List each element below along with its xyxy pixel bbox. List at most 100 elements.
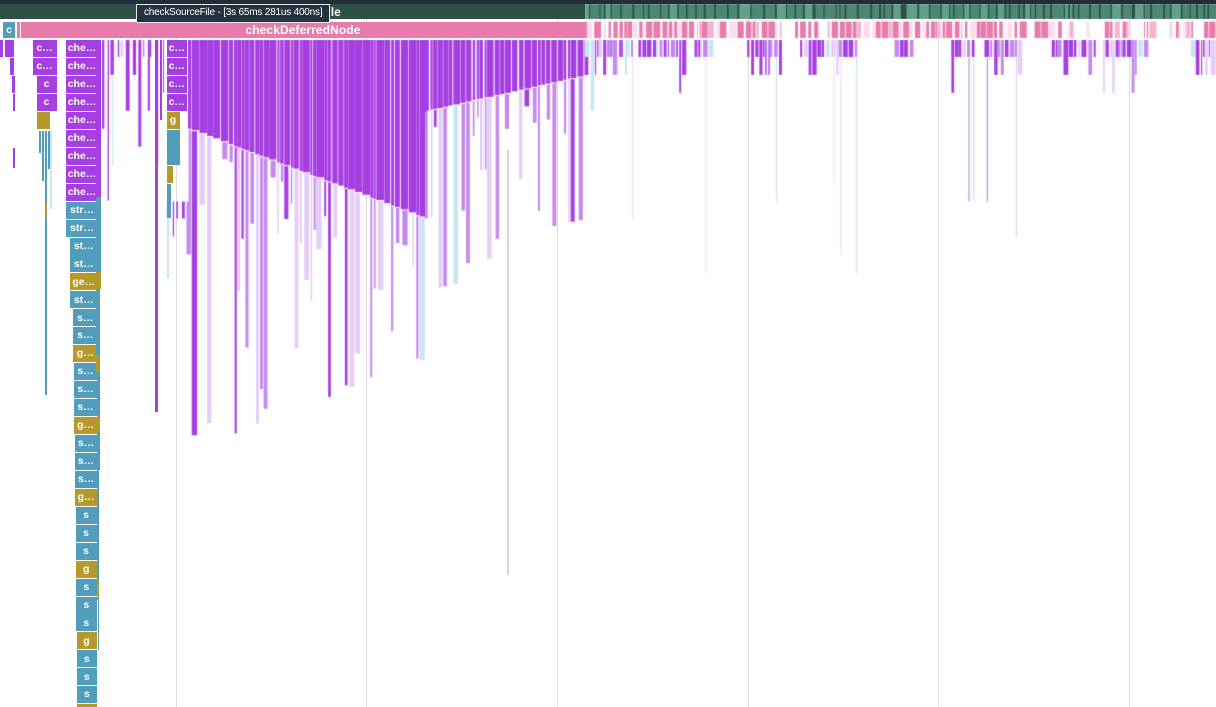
frame-ge[interactable]: ge… bbox=[69, 273, 98, 291]
frame-che[interactable]: che… bbox=[66, 129, 98, 147]
frame-che[interactable]: che… bbox=[66, 75, 98, 93]
frame-gold[interactable] bbox=[77, 704, 97, 707]
flame-strip[interactable] bbox=[95, 272, 101, 289]
flame-strip[interactable] bbox=[167, 217, 169, 278]
frame-c-3[interactable]: c… bbox=[166, 58, 187, 75]
frame-c-3[interactable]: c… bbox=[166, 40, 187, 57]
frame-g[interactable]: g… bbox=[73, 417, 98, 434]
flame-frame[interactable] bbox=[166, 183, 171, 218]
flame-strip[interactable] bbox=[507, 150, 509, 575]
frame-str[interactable]: str… bbox=[66, 201, 98, 219]
frame-s[interactable]: s bbox=[76, 578, 97, 596]
flame-strip[interactable] bbox=[97, 432, 100, 470]
flame-frame[interactable] bbox=[0, 40, 3, 57]
flame-strip[interactable] bbox=[50, 131, 52, 209]
frame-gold[interactable] bbox=[166, 165, 173, 183]
flame-frame[interactable] bbox=[10, 58, 14, 75]
frame-s[interactable]: s bbox=[75, 542, 97, 560]
frame-s[interactable]: s bbox=[75, 506, 97, 524]
flame-frame[interactable] bbox=[5, 40, 14, 57]
frame-c-2[interactable]: c bbox=[36, 75, 57, 93]
flame-strip[interactable] bbox=[159, 40, 162, 120]
flame-strip[interactable] bbox=[96, 289, 100, 355]
frame-g[interactable]: g bbox=[166, 111, 180, 129]
frame-label: c… bbox=[168, 96, 185, 109]
flame-strip[interactable] bbox=[41, 131, 44, 181]
frame-label: s bbox=[83, 670, 90, 683]
frame-che[interactable]: che… bbox=[66, 147, 98, 165]
flame-strip[interactable] bbox=[96, 415, 100, 432]
frame-che[interactable]: che… bbox=[66, 183, 98, 201]
frame-s[interactable]: s… bbox=[75, 434, 97, 452]
frame-s[interactable]: s… bbox=[75, 452, 97, 470]
frame-gold[interactable] bbox=[36, 111, 50, 129]
flame-strip[interactable] bbox=[44, 218, 47, 395]
frame-label: che… bbox=[67, 78, 97, 91]
frame-label: g bbox=[83, 634, 90, 647]
flame-strip[interactable] bbox=[97, 470, 99, 580]
frame-s[interactable]: s bbox=[77, 668, 97, 686]
flame-strip[interactable] bbox=[154, 40, 158, 412]
flame-strip[interactable] bbox=[97, 600, 99, 650]
flame-strip[interactable] bbox=[95, 40, 101, 197]
root-frame-bar[interactable] bbox=[0, 0, 1216, 4]
frame-c-3[interactable]: c… bbox=[166, 75, 187, 93]
frame-g[interactable]: g… bbox=[72, 345, 98, 363]
frame-label: s bbox=[83, 688, 90, 701]
frame-c-root[interactable]: c bbox=[3, 21, 15, 38]
frame-che[interactable]: che… bbox=[66, 58, 98, 75]
frame-che[interactable]: che… bbox=[66, 40, 98, 57]
frame-s[interactable]: s bbox=[75, 524, 97, 542]
frame-str[interactable]: str… bbox=[66, 219, 98, 237]
frame-label: g… bbox=[76, 347, 94, 360]
frame-s[interactable]: s bbox=[77, 686, 97, 704]
frame-label: str… bbox=[70, 203, 94, 216]
frame-s[interactable]: s bbox=[76, 596, 97, 614]
frame-label: g… bbox=[77, 491, 95, 504]
flame-strip[interactable] bbox=[97, 580, 99, 600]
frame-label: s bbox=[83, 652, 90, 665]
frame-label: s bbox=[83, 616, 90, 629]
frame-label: che… bbox=[67, 167, 97, 180]
flame-frame[interactable] bbox=[16, 21, 20, 38]
frame-st[interactable]: st… bbox=[69, 255, 98, 273]
flame-strip[interactable] bbox=[96, 355, 100, 372]
frame-che[interactable]: che… bbox=[66, 111, 98, 129]
frame-label: c… bbox=[168, 78, 185, 91]
frame-g[interactable]: g bbox=[76, 632, 97, 650]
frame-c-3[interactable]: c… bbox=[166, 93, 187, 111]
frame-label: s… bbox=[77, 455, 95, 468]
frame-s[interactable]: s… bbox=[75, 470, 97, 488]
hover-tooltip: checkSourceFile - [3s 65ms 281us 400ns] bbox=[136, 4, 331, 23]
frame-st[interactable]: st… bbox=[69, 291, 98, 309]
flame-frame[interactable] bbox=[11, 75, 15, 93]
frame-che[interactable]: che… bbox=[66, 93, 98, 111]
flame-strip[interactable] bbox=[44, 203, 47, 218]
frame-checkDeferredNode[interactable]: checkDeferredNode bbox=[21, 21, 585, 38]
frame-s[interactable]: s… bbox=[72, 327, 98, 345]
flame-frame[interactable] bbox=[166, 129, 180, 165]
frame-s[interactable]: s… bbox=[73, 363, 98, 381]
frame-s[interactable]: s bbox=[77, 650, 97, 668]
flame-strip[interactable] bbox=[47, 131, 50, 169]
frame-s[interactable]: s bbox=[76, 614, 97, 632]
frame-c-2[interactable]: c bbox=[36, 93, 57, 111]
frame-g[interactable]: g… bbox=[75, 488, 97, 506]
frame-label: st… bbox=[73, 257, 94, 270]
frame-s[interactable]: s… bbox=[73, 381, 98, 399]
frame-st[interactable]: st… bbox=[69, 237, 98, 255]
flame-strip[interactable] bbox=[95, 197, 101, 272]
flame-frame[interactable] bbox=[12, 93, 15, 111]
frame-label: st… bbox=[73, 239, 94, 252]
frame-c-2[interactable]: c… bbox=[32, 40, 57, 57]
frame-che[interactable]: che… bbox=[66, 165, 98, 183]
flame-frame[interactable] bbox=[12, 148, 15, 168]
frame-s[interactable]: s… bbox=[73, 399, 98, 416]
frame-g[interactable]: g bbox=[76, 560, 97, 578]
frame-c-2[interactable]: c… bbox=[32, 58, 57, 75]
flame-strip[interactable] bbox=[96, 372, 100, 415]
flame-strip[interactable] bbox=[44, 131, 47, 203]
frame-s[interactable]: s… bbox=[72, 309, 98, 327]
flame-strip[interactable] bbox=[38, 131, 41, 153]
